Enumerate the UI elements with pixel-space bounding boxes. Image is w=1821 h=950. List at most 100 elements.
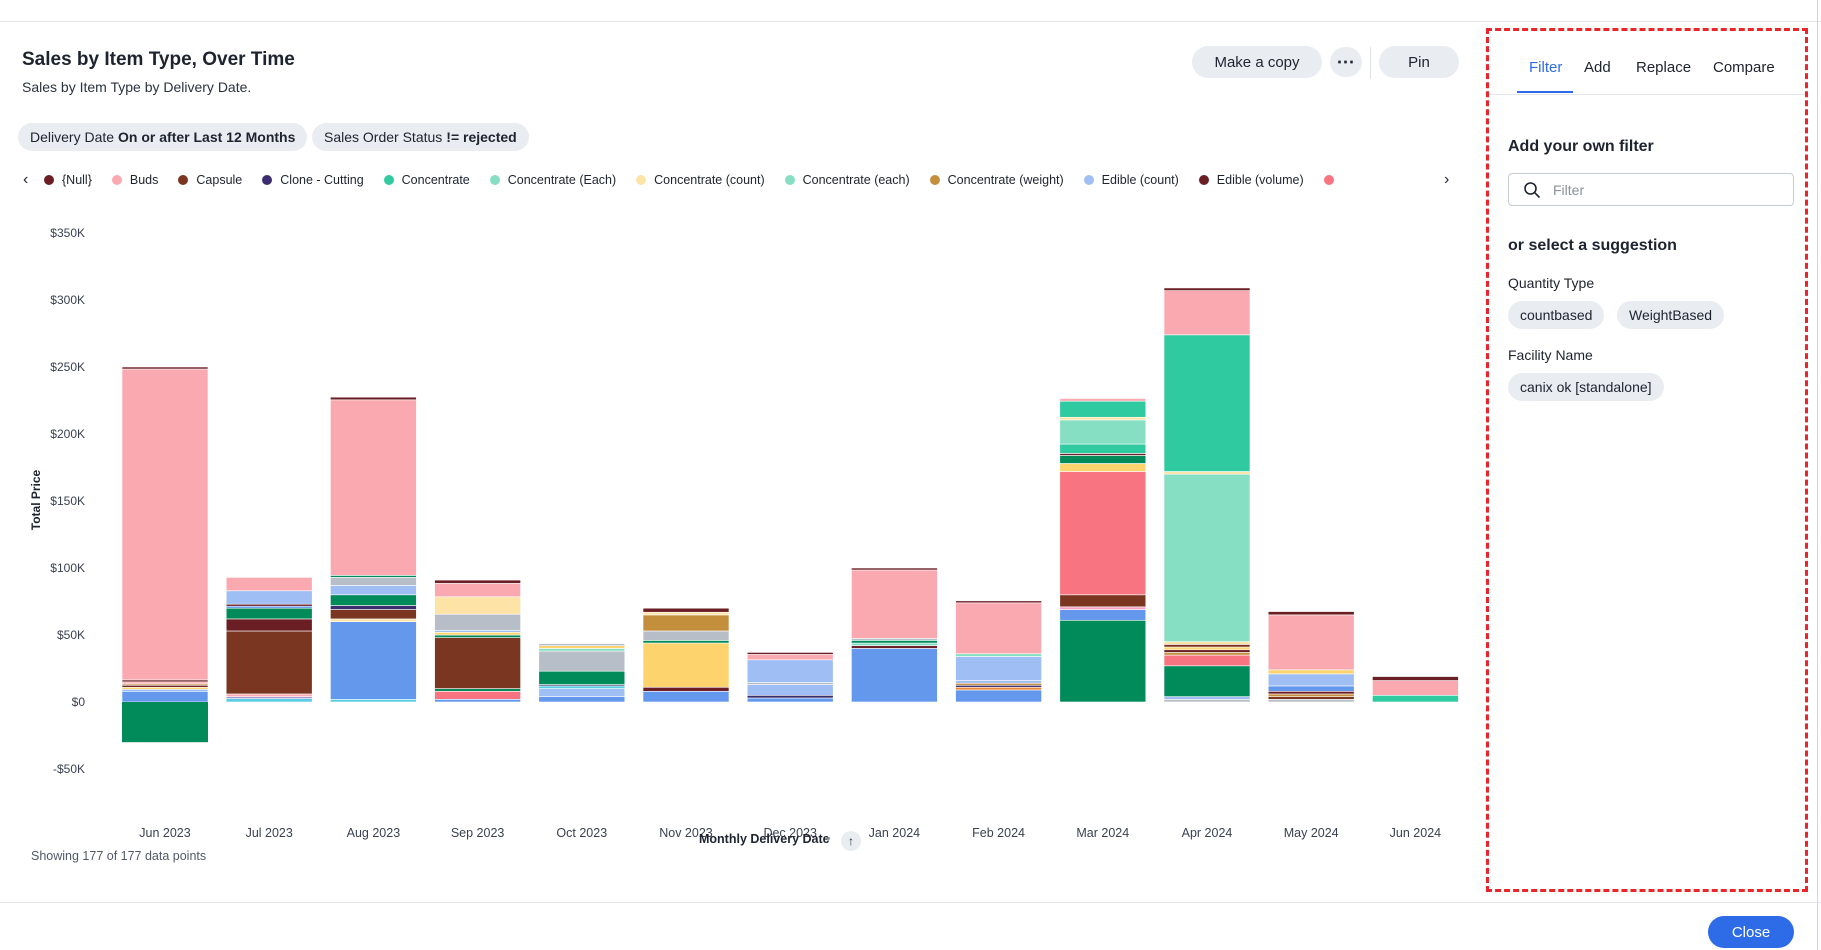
close-button[interactable]: Close <box>1708 916 1794 948</box>
make-a-copy-button[interactable]: Make a copy <box>1192 46 1322 78</box>
bar-segment[interactable] <box>1267 673 1355 687</box>
bar-segment[interactable] <box>955 680 1042 684</box>
bar-stack[interactable] <box>955 600 1042 703</box>
bar-segment[interactable] <box>1059 443 1147 454</box>
bar-segment[interactable] <box>746 654 834 661</box>
legend-item[interactable]: Concentrate <box>383 173 470 187</box>
bar-segment[interactable] <box>642 686 730 692</box>
bar-segment[interactable] <box>434 690 521 700</box>
bar-segment[interactable] <box>330 621 417 700</box>
bar-segment[interactable] <box>851 567 938 571</box>
bar-segment[interactable] <box>330 605 417 610</box>
bar-segment[interactable] <box>1163 696 1251 700</box>
bar-segment[interactable] <box>538 696 626 703</box>
bar-segment[interactable] <box>1267 611 1355 616</box>
bar-segment[interactable] <box>434 630 521 633</box>
bar-segment[interactable] <box>121 690 209 703</box>
bar-segment[interactable] <box>1163 473 1251 643</box>
bar-segment[interactable] <box>1163 334 1251 472</box>
bar-segment[interactable] <box>746 652 834 655</box>
bar-segment[interactable] <box>1059 400 1147 418</box>
legend-item[interactable]: Concentrate (weight) <box>929 173 1064 187</box>
bar-segment[interactable] <box>330 699 417 703</box>
bar-segment[interactable] <box>330 575 417 578</box>
bar-segment[interactable] <box>1163 654 1251 667</box>
bar-segment[interactable] <box>1059 471 1147 596</box>
bar-segment[interactable] <box>1163 665 1251 697</box>
bar-segment[interactable] <box>1163 646 1251 651</box>
bar-segment[interactable] <box>1267 685 1355 692</box>
bar-segment[interactable] <box>955 600 1042 604</box>
bar-segment[interactable] <box>330 399 417 576</box>
bar-segment[interactable] <box>1059 619 1147 703</box>
suggestion-chip-countbased[interactable]: countbased <box>1508 301 1605 329</box>
pin-button[interactable]: Pin <box>1379 46 1459 78</box>
legend-item[interactable]: Edible (count) <box>1083 173 1179 187</box>
bar-stack[interactable] <box>642 607 730 703</box>
bar-segment[interactable] <box>121 686 209 690</box>
bar-segment[interactable] <box>538 643 626 647</box>
bar-segment[interactable] <box>1372 680 1459 696</box>
bar-segment[interactable] <box>1059 455 1147 464</box>
legend-next-icon[interactable]: › <box>1444 171 1450 188</box>
bar-segment[interactable] <box>1163 644 1251 648</box>
bar-segment[interactable] <box>642 607 730 613</box>
bar-stack[interactable] <box>746 652 834 703</box>
bar-segment[interactable] <box>746 697 834 703</box>
bar-segment[interactable] <box>955 602 1042 655</box>
bar-stack[interactable] <box>851 567 938 703</box>
legend-item[interactable]: Edible (volume) <box>1198 173 1304 187</box>
bar-segment[interactable] <box>642 640 730 644</box>
bar-segment[interactable] <box>1059 463 1147 472</box>
suggestion-chip-weightbased[interactable]: WeightBased <box>1617 301 1725 329</box>
bar-segment[interactable] <box>225 696 313 699</box>
bar-stack[interactable] <box>225 577 313 703</box>
bar-segment[interactable] <box>121 368 209 681</box>
bar-segment[interactable] <box>330 577 417 586</box>
bar-segment[interactable] <box>434 632 521 636</box>
bar-segment[interactable] <box>955 653 1042 657</box>
tab-compare[interactable]: Compare <box>1713 59 1775 76</box>
bar-segment[interactable] <box>1267 693 1355 697</box>
bar-stack[interactable] <box>1163 287 1251 703</box>
bar-segment[interactable] <box>538 688 626 697</box>
bar-segment[interactable] <box>746 694 834 699</box>
bar-segment[interactable] <box>1267 699 1355 703</box>
legend-item[interactable] <box>1323 175 1342 185</box>
more-options-icon[interactable]: ⋯ <box>1330 47 1362 77</box>
bar-segment[interactable] <box>1267 669 1355 675</box>
bar-segment[interactable] <box>330 585 417 596</box>
bar-segment[interactable] <box>1163 641 1251 645</box>
bar-segment[interactable] <box>1163 287 1251 291</box>
bar-segment[interactable] <box>434 637 521 689</box>
bar-segment[interactable] <box>1059 416 1147 421</box>
bar-segment[interactable] <box>225 630 313 695</box>
tab-add[interactable]: Add <box>1584 59 1611 76</box>
bar-segment[interactable] <box>434 613 521 631</box>
bar-segment[interactable] <box>642 630 730 641</box>
bar-segment[interactable] <box>538 648 626 652</box>
bar-segment[interactable] <box>538 645 626 649</box>
bar-segment[interactable] <box>538 650 626 672</box>
legend-prev-icon[interactable]: ‹ <box>23 171 29 188</box>
sort-ascending-icon[interactable]: ↑ <box>841 831 861 851</box>
bar-segment-negative[interactable] <box>122 702 208 743</box>
bar-segment[interactable] <box>121 684 209 688</box>
bar-segment[interactable] <box>1163 649 1251 653</box>
bar-segment[interactable] <box>225 605 313 609</box>
bar-segment[interactable] <box>434 583 521 598</box>
bar-segment[interactable] <box>121 366 209 370</box>
bar-stack[interactable] <box>1267 611 1355 703</box>
legend-item[interactable]: Capsule <box>178 173 242 187</box>
bar-stack[interactable] <box>1372 676 1459 703</box>
tab-replace[interactable]: Replace <box>1636 59 1692 76</box>
bar-segment[interactable] <box>1372 694 1459 703</box>
filter-chip-sales-order-status[interactable]: Sales Order Status != rejected <box>312 123 529 151</box>
bar-segment[interactable] <box>434 634 521 638</box>
bar-stack[interactable] <box>330 396 417 703</box>
bar-segment[interactable] <box>538 670 626 685</box>
tab-filter[interactable]: Filter <box>1529 59 1563 76</box>
bar-segment[interactable] <box>642 611 730 616</box>
bar-segment[interactable] <box>1267 614 1355 671</box>
bar-segment[interactable] <box>851 648 938 703</box>
